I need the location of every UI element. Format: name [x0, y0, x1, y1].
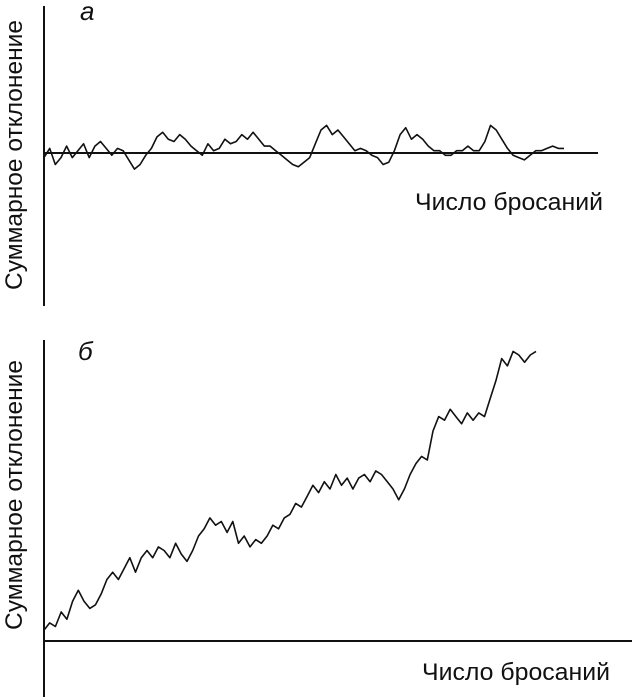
panel-b-ylabel: Суммарное отклонение	[1, 360, 28, 630]
panel-b-letter: б	[78, 336, 94, 366]
panel-a-xlabel: Число бросаний	[415, 189, 603, 216]
panel-b-xlabel: Число бросаний	[422, 659, 610, 686]
panel-b-series-line	[43, 350, 537, 631]
panel-b: б Суммарное отклонение Число бросаний	[1, 336, 632, 697]
panel-a-letter: а	[80, 0, 94, 26]
panel-a: а Суммарное отклонение Число бросаний	[1, 0, 603, 306]
panel-a-ylabel: Суммарное отклонение	[1, 20, 28, 290]
panel-a-series-line	[43, 124, 564, 170]
